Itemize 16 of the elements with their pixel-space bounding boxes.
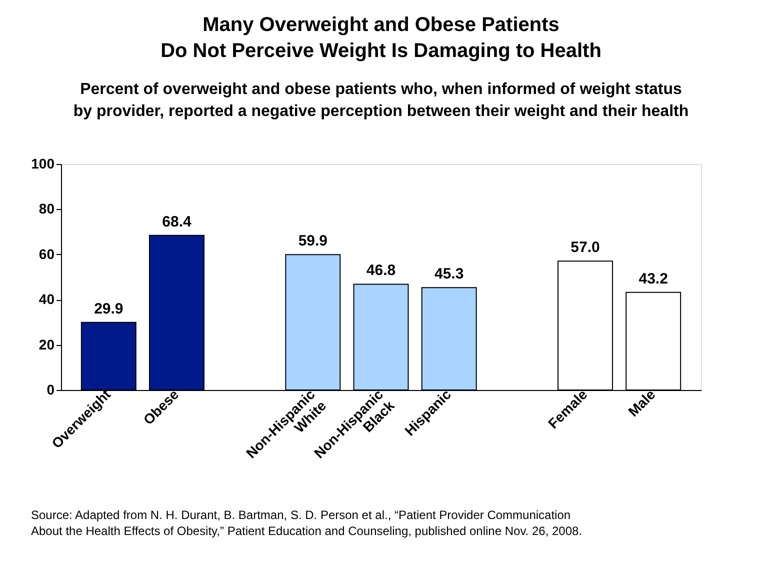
y-tick-label: 60 bbox=[38, 246, 55, 262]
y-tick-label: 100 bbox=[31, 156, 55, 172]
chart-title: Many Overweight and Obese Patients Do Not Perceive Weight Is Damaging to Health bbox=[160, 14, 602, 62]
y-tick-label: 0 bbox=[46, 382, 55, 398]
data-label: 57.0 bbox=[570, 239, 600, 256]
source-note: Source: Adapted from N. H. Durant, B. Bartman, S. D. Person et al., “Patient Provider Communication About the Health Effects of Obesity,” Patient Education and Counseling, published online Nov. 26, 2008. bbox=[31, 508, 582, 538]
data-label: 68.4 bbox=[162, 213, 192, 230]
data-label: 29.9 bbox=[94, 300, 124, 318]
y-tick-label: 80 bbox=[38, 200, 55, 217]
y-tick-label: 20 bbox=[38, 336, 55, 352]
data-label: 46.8 bbox=[366, 262, 396, 280]
data-label: 45.3 bbox=[434, 266, 464, 283]
y-tick-label: 40 bbox=[38, 291, 55, 308]
chart-subtitle: Percent of overweight and obese patients who, when informed of weight status by provider, reported a negative perception between their weight and their health bbox=[73, 81, 689, 120]
data-label: 59.9 bbox=[298, 232, 328, 250]
data-label: 43.2 bbox=[638, 270, 668, 288]
